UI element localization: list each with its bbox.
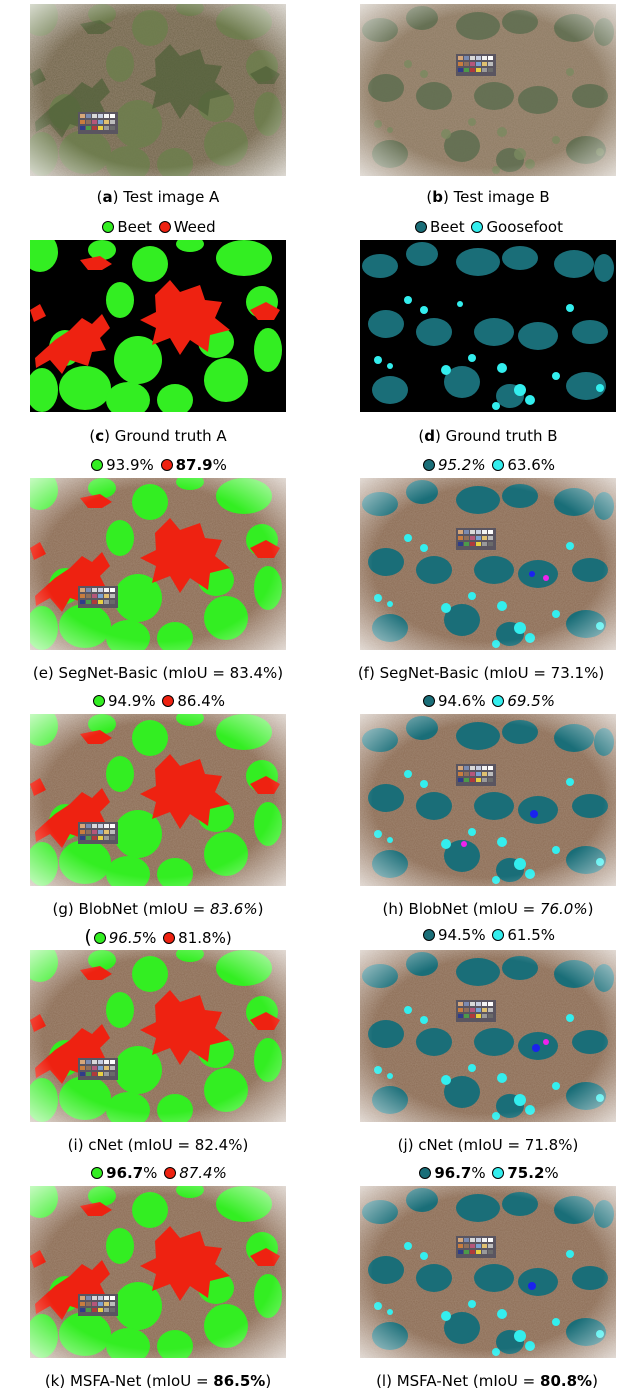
caption-l: (l) MSFA-Net (mIoU = 80.8%) [376,1372,598,1390]
scores-blobnet-a: 94.9% 86.4% [30,692,286,710]
scores-msfa-a: 96.7% 87.4% [30,1164,286,1182]
msfa-result-a [30,1186,286,1358]
beet-legend-icon [91,459,104,471]
scores-msfa-b: 96.7% 75.2% [360,1164,616,1182]
cnet-result-b [360,950,616,1122]
msfa-result-b [360,1186,616,1358]
blobnet-result-a [30,714,286,886]
goosefoot-legend-icon [492,929,505,941]
weed-legend-icon [158,221,171,233]
caption-d: (d) Ground truth B [418,427,558,445]
caption-j: (j) cNet (mIoU = 71.8%) [397,1136,579,1154]
caption-h: (h) BlobNet (mIoU = 76.0%) [382,900,594,918]
goosefoot-legend-icon [471,221,484,233]
caption-f: (f) SegNet-Basic (mIoU = 73.1%) [357,664,605,682]
beet-legend-icon [91,1167,104,1179]
caption-c: (c) Ground truth A [89,427,227,445]
beet-legend-icon [422,695,435,707]
blobnet-result-b [360,714,616,886]
caption-b: (b) Test image B [426,188,550,206]
legend-b: Beet Goosefoot [360,218,616,236]
weed-legend-icon [162,695,175,707]
scores-segnet-b: 95.2% 63.6% [360,456,616,474]
caption-k: (k) MSFA-Net (mIoU = 86.5%) [44,1372,272,1390]
cnet-result-a [30,950,286,1122]
beet-legend-icon [419,1167,432,1179]
segnet-result-b [360,478,616,650]
goosefoot-legend-icon [492,459,505,471]
caption-a: (a) Test image A [96,188,220,206]
beet-legend-icon [92,695,105,707]
caption-e: (e) SegNet-Basic (mIoU = 83.4%) [32,664,284,682]
caption-i: (i) cNet (mIoU = 82.4%) [67,1136,249,1154]
caption-g: (g) BlobNet (mIoU = 83.6%) [52,900,264,918]
segnet-result-a [30,478,286,650]
scores-cnet-a: (96.5% 81.8%) [84,926,232,948]
legend-a: Beet Weed [30,218,286,236]
scores-blobnet-b: 94.6% 69.5% [360,692,616,710]
beet-legend-icon [102,221,115,233]
beet-legend-icon [415,221,428,233]
goosefoot-legend-icon [492,1167,505,1179]
test-image-b [360,4,616,176]
test-image-a [30,4,286,176]
weed-legend-icon [164,1167,177,1179]
beet-legend-icon [93,932,106,944]
ground-truth-b [360,240,616,412]
weed-legend-icon [163,932,176,944]
scores-cnet-b: 94.5% 61.5% [360,926,616,944]
beet-legend-icon [422,459,435,471]
beet-legend-icon [422,929,435,941]
ground-truth-a [30,240,286,412]
goosefoot-legend-icon [492,695,505,707]
weed-legend-icon [160,459,173,471]
scores-segnet-a: 93.9% 87.9% [30,456,286,474]
